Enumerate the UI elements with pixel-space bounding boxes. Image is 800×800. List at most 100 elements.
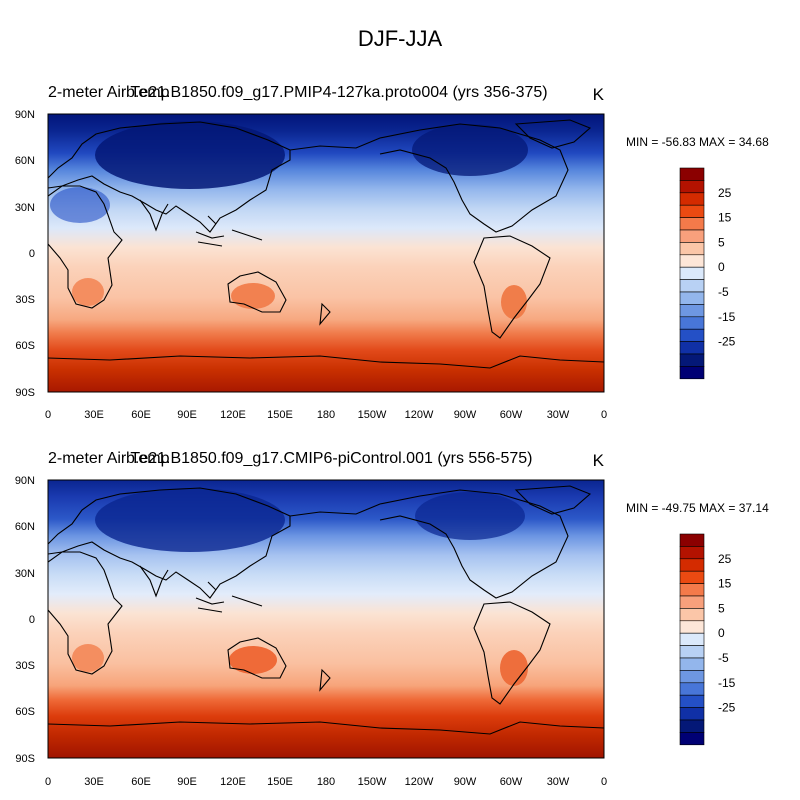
panel-2-lat-tick: 60S	[15, 706, 35, 718]
panel-1-lat-tick: 60S	[15, 340, 35, 352]
colorbar-swatch	[679, 204, 705, 218]
panel-1-lon-labels: 0 30E 60E 90E 120E 150E 180 150W 120W 90…	[45, 409, 607, 421]
panel-2-min-max: MIN = -49.75 MAX = 37.14	[626, 501, 769, 515]
colorbar-swatch	[679, 620, 705, 634]
panel-1-new-zealand-coast	[319, 302, 331, 326]
panel-1-north-america-cold-patch	[412, 124, 528, 176]
panel-1-min-max: MIN = -56.83 MAX = 34.68	[626, 135, 769, 149]
panel-1-australia-coast	[227, 271, 287, 313]
panel-1-lon-tick: 30E	[84, 409, 104, 421]
panel-1-lon-tick: 90E	[177, 409, 197, 421]
colorbar-label: -25	[718, 335, 736, 349]
panel-2-north-america-cold-patch	[415, 492, 525, 540]
colorbar-label: 25	[718, 552, 732, 566]
colorbar-swatch	[679, 192, 705, 206]
panel-1-lat-labels: 90N 60N 30N 0 30S 60S 90S	[15, 109, 35, 399]
panel-2-axes: 90N 60N 30N 0 30S 60S 90S 0 30E 60E 90E …	[15, 475, 607, 788]
panel-2-variable-label: 2-meter Air Temp	[48, 450, 170, 467]
panel-1-lon-tick: 60W	[500, 409, 523, 421]
panel-1-lon-tick: 150E	[267, 409, 293, 421]
panel-1-lon-tick: 0	[601, 409, 607, 421]
colorbar-swatch	[679, 719, 705, 733]
colorbar-label: -15	[718, 310, 736, 324]
panel-2-australia-warm-patch	[229, 646, 277, 674]
panel-1-lon-tick: 0	[45, 409, 51, 421]
panel-1-lon-tick: 120W	[405, 409, 434, 421]
panel-2-antarctica-coast	[48, 721, 604, 735]
colorbar-swatch	[679, 242, 705, 256]
colorbar-label: -5	[718, 651, 729, 665]
panel-2-north-america-coast	[289, 489, 569, 599]
panel-1-lat-tick: 90N	[15, 109, 35, 121]
panel-1-lat-tick: 60N	[15, 155, 35, 167]
colorbar-label: -5	[718, 285, 729, 299]
panel-2-south-america-warm-patch	[500, 650, 528, 686]
panel-2-lon-tick: 90E	[177, 776, 197, 788]
panel-2-greenland-coast	[514, 485, 592, 515]
panel-2-africa-coast	[48, 551, 123, 675]
panel-2-siberia-cold-patch	[95, 488, 285, 552]
panel-2-units: K	[593, 451, 605, 470]
panel-2-map	[48, 480, 604, 758]
panel-2-eurasia-coast	[48, 487, 291, 599]
panel-1-australia-warm-patch	[231, 283, 275, 309]
panel-1-lon-tick: 120E	[220, 409, 246, 421]
panel-2-case-label: b.e21.B1850.f09_g17.CMIP6-piControl.001 …	[126, 450, 532, 467]
panel-1-india-coast	[139, 199, 169, 232]
colorbar-swatch	[679, 694, 705, 708]
panel-1-lat-tick: 0	[29, 248, 35, 260]
panel-1-coastlines	[48, 119, 604, 369]
panel-1-sahara-cold-patch	[50, 187, 110, 223]
colorbar-swatch	[679, 266, 705, 280]
colorbar-swatch	[679, 632, 705, 646]
panel-2-lat-tick: 60N	[15, 521, 35, 533]
panel-1-lon-tick: 60E	[131, 409, 151, 421]
panel-2-lon-tick: 0	[601, 776, 607, 788]
colorbar-swatch	[679, 217, 705, 231]
colorbar-swatch	[679, 670, 705, 684]
panel-2-lon-tick: 30W	[547, 776, 570, 788]
colorbar-label: 15	[718, 211, 732, 225]
colorbar-label: 15	[718, 577, 732, 591]
panel-2-lon-tick: 150W	[358, 776, 387, 788]
colorbar-swatch	[679, 533, 705, 547]
panel-1-eurasia-coast	[48, 121, 291, 233]
panel-1-lon-tick: 30W	[547, 409, 570, 421]
panel-1-maritime-continent-coast	[195, 215, 263, 247]
panel-1-siberia-cold-patch	[95, 121, 285, 189]
colorbar-swatch	[679, 595, 705, 609]
panel-2-south-america-coast	[473, 601, 551, 705]
colorbar-swatch	[679, 229, 705, 243]
colorbar-swatch	[679, 570, 705, 584]
colorbar-swatch	[679, 366, 705, 380]
colorbar-label: -15	[718, 676, 736, 690]
colorbar-swatch	[679, 341, 705, 355]
panel-2-lon-tick: 60E	[131, 776, 151, 788]
colorbar-label: 0	[718, 626, 725, 640]
colorbar-swatch	[679, 583, 705, 597]
panel-2-lon-tick: 180	[317, 776, 335, 788]
colorbar-swatch	[679, 180, 705, 194]
colorbar-swatch	[679, 732, 705, 746]
panel-2-lat-tick: 0	[29, 614, 35, 626]
panel-2-lat-tick: 30N	[15, 568, 35, 580]
panel-2-lat-tick: 30S	[15, 660, 35, 672]
panel-2-lat-tick: 90S	[15, 753, 35, 765]
panel-2-india-coast	[139, 565, 169, 598]
panel-2-coastlines	[48, 485, 604, 735]
colorbar-swatch	[679, 328, 705, 342]
colorbar-label: 25	[718, 186, 732, 200]
panel-2-lon-tick: 150E	[267, 776, 293, 788]
colorbar-label: -25	[718, 701, 736, 715]
panel-2-lon-tick: 0	[45, 776, 51, 788]
colorbar-swatch	[679, 558, 705, 572]
panel-2-australia-coast	[227, 637, 287, 679]
panel-2-lon-tick: 60W	[500, 776, 523, 788]
panel-2-lon-tick: 30E	[84, 776, 104, 788]
panel-2-lon-tick: 120E	[220, 776, 246, 788]
colorbar-swatch	[679, 645, 705, 659]
colorbar-swatch	[679, 291, 705, 305]
panel-2-maritime-continent-coast	[195, 581, 263, 613]
panel-1-units: K	[593, 85, 605, 104]
panel-1-lat-tick: 90S	[15, 387, 35, 399]
